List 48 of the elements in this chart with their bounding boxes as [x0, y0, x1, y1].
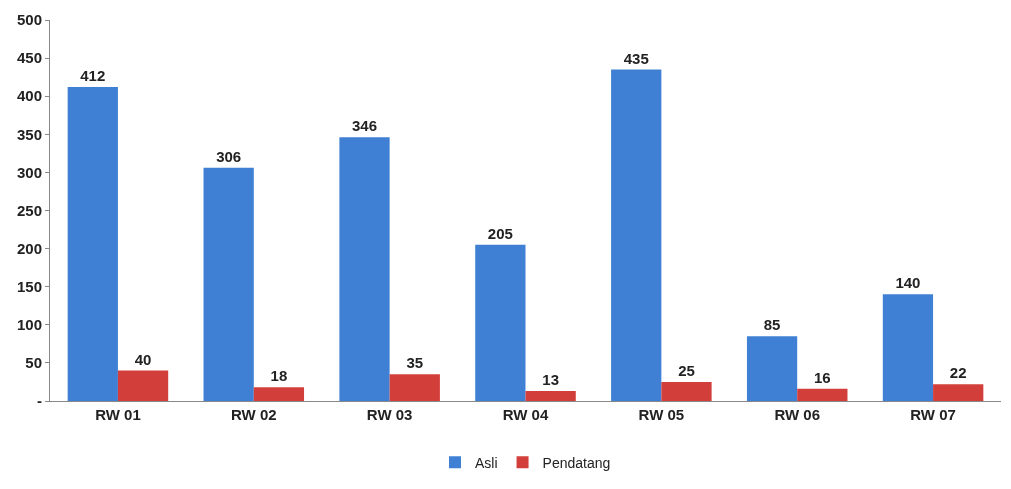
bar	[797, 388, 848, 401]
x-tick-label: RW 06	[774, 406, 820, 423]
y-tick-label: 50	[25, 354, 42, 372]
data-label: 205	[487, 224, 513, 242]
y-tick-label: 100	[16, 316, 42, 334]
data-label: 16	[814, 368, 831, 386]
bar	[203, 167, 254, 401]
y-tick-label: 300	[16, 163, 42, 181]
data-label: 18	[270, 367, 288, 385]
bar	[933, 384, 984, 401]
data-label: 306	[216, 147, 242, 165]
data-label: 85	[763, 316, 781, 334]
y-tick-label: 150	[16, 277, 42, 295]
bar	[67, 87, 118, 401]
data-label: 25	[678, 361, 695, 379]
data-label: 40	[134, 350, 152, 368]
bar	[882, 294, 934, 401]
y-tick-label: 400	[16, 87, 42, 105]
x-tick-label: RW 07	[910, 406, 956, 423]
legend-label: Pendatang	[542, 454, 611, 471]
legend-label: Asli	[475, 454, 498, 471]
x-tick-label: RW 04	[502, 406, 549, 423]
y-tick-label: 250	[16, 201, 42, 219]
x-tick-label: RW 01	[95, 406, 141, 423]
bar	[475, 244, 526, 401]
bar	[117, 370, 169, 401]
y-tick-label: -	[37, 392, 42, 410]
bar	[253, 387, 305, 401]
bar	[746, 336, 798, 401]
y-tick-label: 350	[16, 125, 42, 143]
bar	[389, 374, 440, 401]
y-tick-label: 450	[16, 49, 42, 67]
x-tick-label: RW 05	[638, 406, 685, 423]
x-tick-label: RW 02	[231, 406, 277, 423]
y-tick-label: 200	[16, 239, 42, 257]
bar	[661, 381, 712, 401]
bar	[611, 69, 662, 401]
data-label: 435	[623, 49, 649, 67]
x-tick-label: RW 03	[366, 406, 413, 423]
data-label: 346	[351, 117, 378, 135]
bar	[525, 391, 576, 401]
data-label: 140	[895, 274, 921, 292]
data-label: 412	[80, 67, 106, 85]
bar	[339, 137, 390, 401]
data-label: 13	[542, 371, 559, 389]
data-label: 22	[949, 364, 967, 382]
data-label: 35	[406, 354, 424, 372]
y-tick-label: 500	[16, 11, 42, 29]
